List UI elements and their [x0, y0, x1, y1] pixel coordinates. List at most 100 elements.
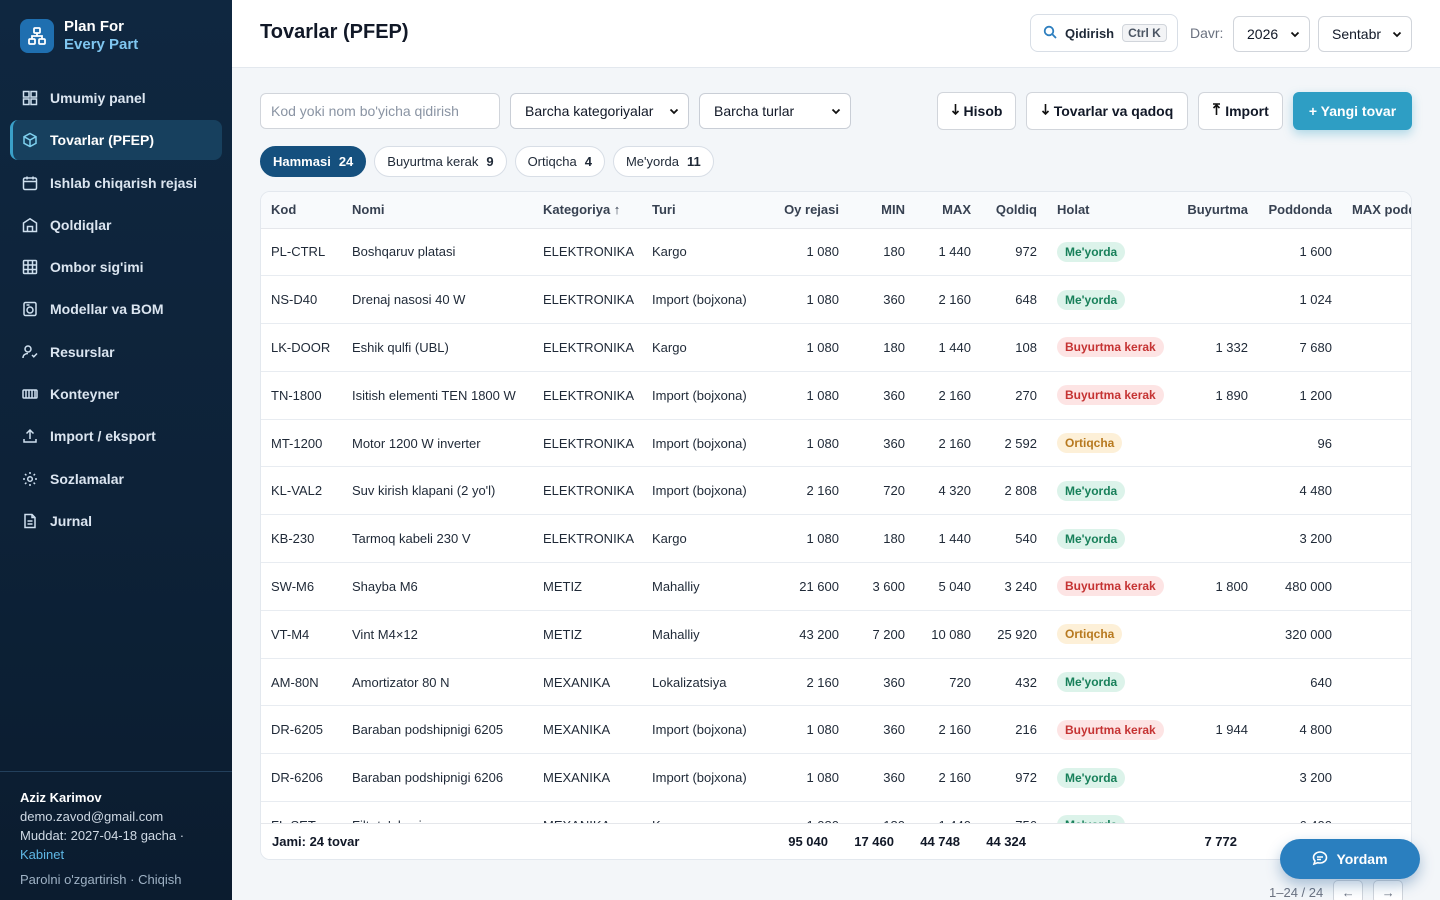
- chip-meyorda[interactable]: Me'yorda 11: [612, 146, 714, 177]
- cell-holat: Buyurtma kerak: [1047, 323, 1175, 372]
- account-links[interactable]: Parolni o'zgartirish · Chiqish: [20, 872, 182, 887]
- col-holat[interactable]: Holat: [1047, 192, 1175, 229]
- sidebar-item-umumiy-panel[interactable]: Umumiy panel: [10, 78, 222, 118]
- col-qoldiq[interactable]: Qoldiq: [981, 192, 1047, 229]
- cell-buyurtma: 1 800: [1175, 562, 1258, 611]
- hisob-label: Hisob: [963, 103, 1003, 119]
- next-page-button[interactable]: →: [1373, 880, 1404, 900]
- code-name-search-input[interactable]: [260, 93, 500, 129]
- cell-turi: Kargo: [642, 228, 764, 277]
- cell-buyurtma: [1175, 275, 1258, 325]
- table-row[interactable]: KB-230 Tarmoq kabeli 230 V ELEKTRONIKA Karg…: [261, 514, 1411, 564]
- chip-hammasi[interactable]: Hammasi 24: [260, 146, 367, 177]
- cell-max-poddon: 0: [1342, 514, 1411, 564]
- sidebar-item-ishlab-chiqarish[interactable]: Ishlab chiqarish rejasi: [10, 163, 222, 203]
- table-row[interactable]: LK-DOOR Eshik qulfi (UBL) ELEKTRONIKA Kargo…: [261, 323, 1411, 372]
- table-row[interactable]: NS-D40 Drenaj nasosi 40 W ELEKTRONIKA Impor…: [261, 275, 1411, 325]
- cell-oy-rejasi: 1 080: [764, 419, 849, 468]
- table-row[interactable]: MT-1200 Motor 1200 W inverter ELEKTRONIKA I…: [261, 419, 1411, 468]
- col-buyurtma[interactable]: Buyurtma: [1175, 192, 1258, 229]
- page-range: 1–24 / 24: [1269, 884, 1324, 900]
- new-item-button[interactable]: + Yangi tovar: [1293, 92, 1412, 130]
- col-kategoriya[interactable]: Kategoriya ↑: [533, 192, 642, 229]
- table-row[interactable]: DR-6206 Baraban podshipnigi 6206 MEXANIKA I…: [261, 753, 1411, 803]
- cell-max-poddon: 1: [1342, 466, 1411, 516]
- chip-buyurtma-kerak[interactable]: Buyurtma kerak 9: [374, 146, 507, 177]
- sidebar-item-import-eksport[interactable]: Import / eksport: [10, 416, 222, 456]
- cell-max: 2 160: [915, 705, 981, 755]
- sidebar-nav: Umumiy panel Tovarlar (PFEP) Ishlab chiq…: [10, 78, 222, 543]
- calendar-icon: [22, 175, 38, 191]
- cell-nomi: Tarmoq kabeli 230 V: [342, 514, 533, 564]
- cell-buyurtma: 1 890: [1175, 371, 1258, 420]
- status-badge: Me'yorda: [1057, 672, 1126, 693]
- help-button[interactable]: Yordam: [1280, 839, 1420, 879]
- year-value: 2026: [1247, 26, 1279, 42]
- sidebar-item-label: Import / eksport: [50, 428, 156, 445]
- col-max[interactable]: MAX: [915, 192, 981, 229]
- cell-oy-rejasi: 1 080: [764, 705, 849, 755]
- table-row[interactable]: DR-6205 Baraban podshipnigi 6205 MEXANIKA I…: [261, 705, 1411, 755]
- sidebar-item-ombor-sigimi[interactable]: Ombor sig'imi: [10, 247, 222, 287]
- sidebar-item-modellar-bom[interactable]: Modellar va BOM: [10, 289, 222, 329]
- sidebar-item-konteyner[interactable]: Konteyner: [10, 374, 222, 414]
- cell-kategoriya: ELEKTRONIKA: [533, 228, 642, 277]
- table-row[interactable]: PL-CTRL Boshqaruv platasi ELEKTRONIKA Kargo…: [261, 228, 1411, 277]
- sidebar-item-sozlamalar[interactable]: Sozlamalar: [10, 459, 222, 499]
- year-select[interactable]: 2026: [1233, 16, 1310, 52]
- col-oy-rejasi[interactable]: Oy rejasi: [764, 192, 849, 229]
- status-badge: Me'yorda: [1057, 480, 1126, 501]
- sidebar-item-resurslar[interactable]: Resurslar: [10, 332, 222, 372]
- col-turi[interactable]: Turi: [642, 192, 764, 229]
- total-order: 7 772: [1204, 834, 1237, 849]
- sidebar-item-tovarlar[interactable]: Tovarlar (PFEP): [10, 120, 222, 161]
- prev-page-button[interactable]: ←: [1333, 880, 1364, 900]
- type-value: Barcha turlar: [714, 103, 795, 119]
- table-row[interactable]: TN-1800 Isitish elementi TEN 1800 W ELEKTR…: [261, 371, 1411, 420]
- chip-ortiqcha[interactable]: Ortiqcha 4: [514, 146, 605, 177]
- hisob-download-button[interactable]: Hisob: [937, 92, 1016, 130]
- global-search-button[interactable]: Qidirish Ctrl K: [1030, 14, 1178, 52]
- brand[interactable]: Plan For Every Part: [20, 18, 138, 54]
- cell-holat: Ortiqcha: [1047, 419, 1175, 468]
- cell-min: 360: [849, 419, 915, 468]
- cell-qoldiq: 2 808: [981, 466, 1047, 516]
- sidebar-item-label: Jurnal: [50, 512, 93, 529]
- cell-turi: Import (bojxona): [642, 753, 764, 803]
- chat-icon: [1312, 850, 1328, 869]
- table-row[interactable]: KL-VAL2 Suv kirish klapani (2 yo'l) ELEKTR…: [261, 466, 1411, 516]
- cell-kategoriya: ELEKTRONIKA: [533, 466, 642, 516]
- sidebar-item-qoldiqlar[interactable]: Qoldiqlar: [10, 205, 222, 245]
- status-badge: Me'yorda: [1057, 289, 1126, 310]
- table-row[interactable]: AM-80N Amortizator 80 N MEXANIKA Lokalizats…: [261, 658, 1411, 707]
- cell-kategoriya: METIZ: [533, 610, 642, 659]
- help-label: Yordam: [1336, 851, 1388, 867]
- total-max: 44 748: [920, 834, 960, 849]
- cell-kod: MT-1200: [261, 419, 342, 468]
- cell-kod: VT-M4: [261, 610, 342, 659]
- cell-kod: AM-80N: [261, 658, 342, 707]
- total-plan: 95 040: [788, 834, 828, 849]
- status-badge: Buyurtma kerak: [1057, 385, 1164, 406]
- cell-max: 2 160: [915, 275, 981, 325]
- col-max-poddon[interactable]: MAX poddo: [1342, 192, 1411, 229]
- cell-holat: Me'yorda: [1047, 753, 1175, 803]
- month-select[interactable]: Sentabr: [1318, 16, 1412, 52]
- type-select[interactable]: Barcha turlar: [699, 93, 851, 129]
- cell-max: 2 160: [915, 371, 981, 420]
- sidebar-item-jurnal[interactable]: Jurnal: [10, 501, 222, 541]
- table-row[interactable]: SW-M6 Shayba M6 METIZ Mahalliy 21 600 3 600 5 …: [261, 562, 1411, 611]
- col-poddonda[interactable]: Poddonda: [1258, 192, 1342, 229]
- cabinet-link[interactable]: Kabinet: [20, 847, 65, 862]
- table-row[interactable]: VT-M4 Vint M4×12 METIZ Mahalliy 43 200 7 200 1…: [261, 610, 1411, 659]
- period-label: Davr:: [1190, 25, 1224, 41]
- col-kod[interactable]: Kod: [261, 192, 342, 229]
- category-select[interactable]: Barcha kategoriyalar: [510, 93, 689, 129]
- sidebar-item-label: Qoldiqlar: [50, 216, 112, 233]
- col-nomi[interactable]: Nomi: [342, 192, 533, 229]
- import-button[interactable]: Import: [1198, 92, 1283, 130]
- col-min[interactable]: MIN: [849, 192, 915, 229]
- chevron-down-icon: [1391, 27, 1403, 43]
- tovarlar-qadoq-download-button[interactable]: Tovarlar va qadoq: [1026, 92, 1188, 130]
- cell-max-poddon: 1: [1342, 371, 1411, 420]
